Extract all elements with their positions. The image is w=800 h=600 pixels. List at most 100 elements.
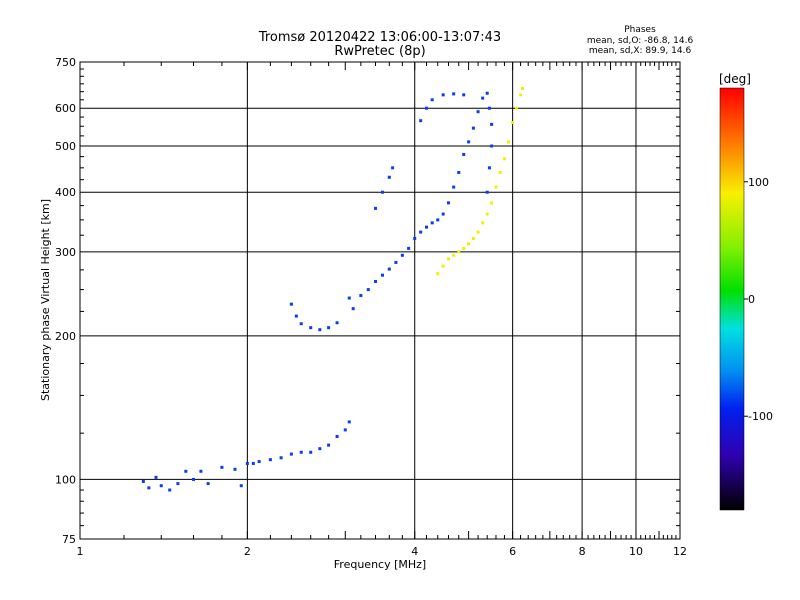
y-tick-label: 75 (62, 533, 76, 546)
x-tick-label: 1 (77, 545, 84, 558)
data-point (490, 144, 494, 148)
chart-title: Tromsø 20120422 13:06:00-13:07:43 (258, 30, 501, 45)
data-point (251, 461, 255, 465)
data-point (436, 272, 440, 276)
data-point (318, 447, 322, 451)
data-point (494, 185, 498, 189)
data-point (446, 201, 450, 205)
data-point (407, 246, 411, 250)
data-point (462, 93, 466, 97)
data-point (366, 288, 370, 292)
colorbar-label: [deg] (719, 72, 751, 86)
data-point (419, 230, 423, 234)
data-point (220, 465, 224, 469)
data-point (476, 230, 480, 234)
data-point (520, 86, 524, 90)
data-point (485, 190, 489, 194)
y-tick-label: 500 (55, 140, 76, 153)
y-tick-labels: 75 100 200 300 400 500 600 750 (55, 56, 76, 546)
plot-area (79, 61, 681, 540)
colorbar-tick-label: 0 (748, 293, 755, 306)
data-point (481, 221, 485, 225)
data-point (441, 264, 445, 268)
data-point (507, 140, 511, 144)
data-point (245, 461, 249, 465)
y-tick-label: 100 (55, 473, 76, 486)
data-point (485, 212, 489, 216)
data-point (309, 450, 313, 454)
x-tick-label: 6 (509, 545, 516, 558)
data-point (430, 98, 434, 102)
data-point (191, 477, 195, 481)
data-point (471, 236, 475, 240)
data-point (299, 450, 303, 454)
data-point (359, 293, 363, 297)
y-tick-label: 300 (55, 246, 76, 259)
data-point (387, 267, 391, 271)
data-point (294, 314, 298, 318)
data-point (441, 212, 445, 216)
data-point (425, 225, 429, 229)
y-axis-label: Stationary phase Virtual Height [km] (39, 199, 52, 401)
data-point (239, 484, 243, 488)
data-point (430, 221, 434, 225)
data-point (457, 170, 461, 174)
x-tick-label: 4 (411, 545, 418, 558)
data-point (233, 467, 237, 471)
data-point (351, 307, 355, 311)
data-point (481, 96, 485, 100)
data-point (206, 482, 210, 486)
y-tick-label: 600 (55, 102, 76, 115)
data-point (335, 321, 339, 325)
data-points (141, 86, 524, 492)
data-point (159, 484, 163, 488)
data-point (436, 218, 440, 222)
data-point (380, 190, 384, 194)
data-point (343, 428, 347, 432)
data-point (519, 93, 523, 97)
data-point (467, 140, 471, 144)
data-point (467, 242, 471, 246)
data-point (289, 452, 293, 456)
data-point (452, 92, 456, 96)
data-point (485, 91, 489, 95)
data-point (184, 469, 188, 473)
x-tick-label: 2 (244, 545, 251, 558)
data-point (147, 486, 151, 490)
data-point (462, 152, 466, 156)
data-point (413, 236, 417, 240)
data-point (498, 170, 502, 174)
data-point (373, 206, 377, 210)
data-point (318, 328, 322, 332)
colorbar-tick-label: 100 (748, 176, 769, 189)
data-point (446, 257, 450, 261)
data-point (419, 119, 423, 123)
data-point (199, 469, 203, 473)
data-point (268, 458, 272, 462)
data-point (452, 253, 456, 257)
data-point (335, 435, 339, 439)
data-point (257, 460, 261, 464)
data-point (373, 279, 377, 283)
data-point (279, 456, 283, 460)
y-tick-label: 750 (55, 56, 76, 69)
data-point (347, 296, 351, 300)
y-tick-label: 200 (55, 330, 76, 343)
data-point (387, 175, 391, 179)
data-point (452, 185, 456, 189)
data-point (511, 121, 515, 125)
phases-x-stats: mean, sd,X: 89.9, 14.6 (589, 46, 692, 56)
data-point (487, 106, 491, 110)
data-point (502, 157, 506, 161)
data-point (476, 110, 480, 114)
grid-lines (80, 62, 680, 539)
data-point (515, 106, 519, 110)
x-tick-label: 12 (673, 545, 687, 558)
y-tick-label: 400 (55, 186, 76, 199)
data-point (327, 443, 331, 447)
x-axis-label: Frequency [MHz] (334, 558, 426, 571)
data-point (327, 326, 331, 330)
data-point (487, 166, 491, 170)
data-point (299, 322, 303, 326)
